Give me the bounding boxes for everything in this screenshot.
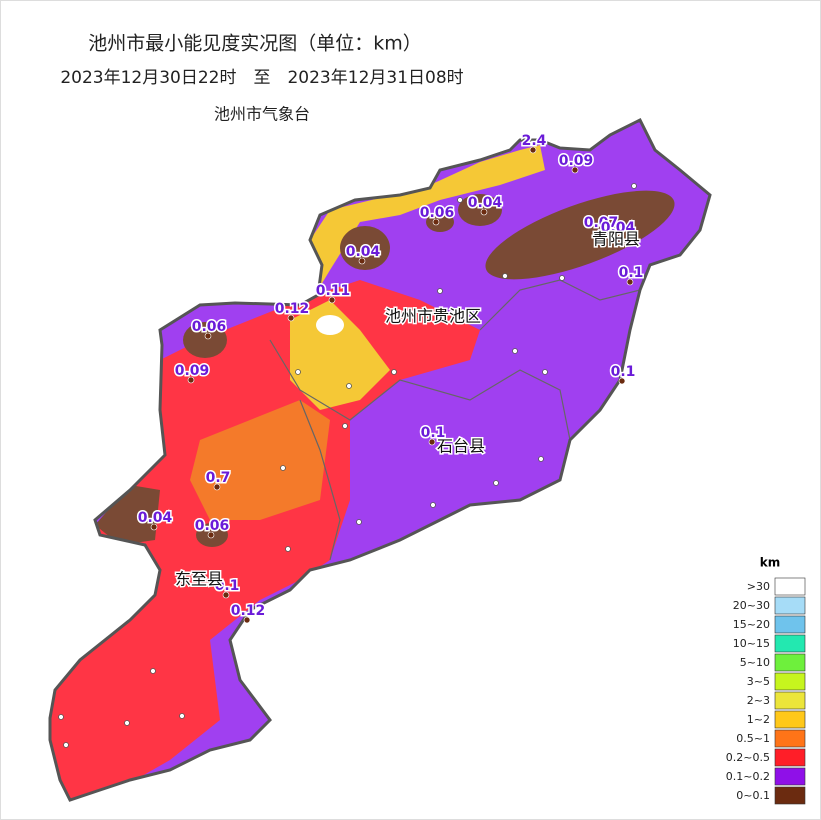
- county-border: [299, 399, 341, 561]
- station-value: 0.12: [231, 603, 266, 619]
- place-name: 东至县: [175, 570, 223, 589]
- legend-label: 0~0.1: [736, 789, 770, 802]
- legend-label: 0.2~0.5: [726, 751, 770, 764]
- subtitle: 2023年12月30日22时 至 2023年12月31日08时: [60, 68, 463, 88]
- station-dot: [358, 257, 366, 265]
- station-value: 0.09: [559, 153, 594, 169]
- legend-label: 15~20: [733, 618, 770, 631]
- legend-swatch: [774, 786, 806, 805]
- station-dot: [626, 278, 634, 286]
- field-orange: [190, 400, 330, 520]
- lake: [316, 315, 344, 335]
- station-dot: [618, 377, 626, 385]
- station-dot: [529, 146, 537, 154]
- legend-swatch: [774, 577, 806, 596]
- station-value: 0.1: [215, 578, 240, 594]
- legend-label: 5~10: [740, 656, 770, 669]
- station-value: 0.04: [601, 220, 636, 236]
- station-dot: [596, 228, 604, 236]
- station-dot: [287, 314, 295, 322]
- title: 池州市最小能见度实况图（单位：km）: [88, 33, 422, 55]
- legend-swatch: [774, 672, 806, 691]
- legend-swatch: [774, 710, 806, 729]
- field-brown: [340, 226, 390, 270]
- station-value: 0.1: [619, 265, 644, 281]
- legend-label: 2~3: [747, 694, 770, 707]
- station-dot: [571, 166, 579, 174]
- legend-label: 3~5: [747, 675, 770, 688]
- field-yellow: [290, 300, 390, 410]
- station-dot: [613, 233, 621, 241]
- legend-swatch: [774, 767, 806, 786]
- station-dot: [432, 218, 440, 226]
- legend-swatch: [774, 634, 806, 653]
- place-name: 石台县: [437, 437, 485, 456]
- station-value: 0.7: [206, 470, 231, 486]
- station-dot: [150, 523, 158, 531]
- legend-label: 0.1~0.2: [726, 770, 770, 783]
- field-brown: [458, 194, 502, 226]
- place-name: 池州市贵池区: [385, 307, 481, 326]
- legend-swatch: [774, 748, 806, 767]
- station-value: 0.06: [192, 319, 227, 335]
- legend-label: 10~15: [733, 637, 770, 650]
- station-value: 0.11: [316, 283, 351, 299]
- station-value: 2.4: [522, 133, 547, 149]
- legend-swatch: [774, 653, 806, 672]
- field-brown: [95, 485, 160, 545]
- station-dot: [222, 591, 230, 599]
- legend-swatch: [774, 691, 806, 710]
- station-dot: [213, 483, 221, 491]
- station-dot: [204, 332, 212, 340]
- station-dot: [428, 438, 436, 446]
- legend-swatch: [774, 729, 806, 748]
- station-value: 0.04: [346, 244, 381, 260]
- station-value: 0.04: [138, 510, 173, 526]
- legend-label: 1~2: [747, 713, 770, 726]
- station-value: 0.1: [421, 425, 446, 441]
- legend-label: 0.5~1: [736, 732, 770, 745]
- field-brown: [485, 190, 675, 280]
- field-yellow-north: [310, 145, 545, 290]
- station-value: 0.06: [420, 205, 455, 221]
- legend-swatch: [774, 596, 806, 615]
- station-value: 0.07: [584, 215, 619, 231]
- station-value: 0.09: [175, 363, 210, 379]
- place-name: 青阳县: [592, 230, 640, 249]
- legend-swatch: [774, 615, 806, 634]
- station-dot: [480, 208, 488, 216]
- station-dot: [207, 531, 215, 539]
- station-dot: [187, 376, 195, 384]
- legend-label: 20~30: [733, 599, 770, 612]
- station-value: 0.06: [195, 518, 230, 534]
- legend-label: >30: [747, 580, 770, 593]
- station-value: 0.04: [468, 195, 503, 211]
- station-value: 0.12: [275, 301, 310, 317]
- field-brown: [426, 212, 454, 232]
- station-value: 0.1: [611, 364, 636, 380]
- source: 池州市气象台: [214, 105, 310, 124]
- station-dot: [328, 296, 336, 304]
- field-brown: [183, 322, 227, 358]
- county-border: [269, 339, 571, 441]
- station-dot: [243, 616, 251, 624]
- legend-title: km: [760, 556, 780, 570]
- station-dots: [58, 183, 637, 748]
